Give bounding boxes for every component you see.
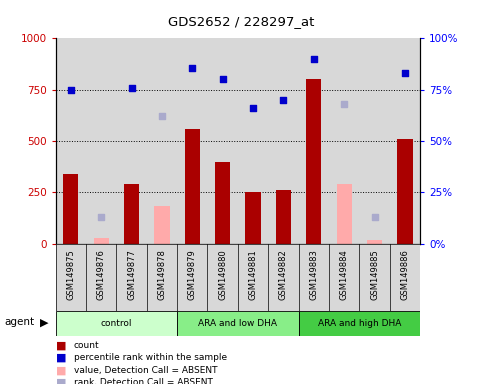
Point [128,84,135,91]
Bar [86,38,116,244]
Point [249,105,257,111]
Text: GSM149881: GSM149881 [249,249,257,300]
Point [401,70,409,76]
Bar [329,38,359,244]
Bar [56,38,86,244]
Point [158,113,166,119]
Bar [298,311,420,336]
Bar [276,190,291,244]
Text: count: count [74,341,99,350]
Text: GSM149876: GSM149876 [97,249,106,300]
Bar [398,139,412,244]
Bar [177,311,298,336]
Bar [208,38,238,244]
Point [67,87,74,93]
Bar [306,79,322,244]
Text: ■: ■ [56,365,66,375]
Text: ■: ■ [56,377,66,384]
Bar [390,38,420,244]
Bar [268,38,298,244]
Bar [245,192,261,244]
Bar [124,184,139,244]
Bar [116,38,147,244]
Text: ARA and high DHA: ARA and high DHA [318,319,401,328]
Text: ■: ■ [56,341,66,351]
Text: GSM149877: GSM149877 [127,249,136,300]
Text: GSM149886: GSM149886 [400,249,410,300]
Bar [94,238,109,244]
Bar [154,206,170,244]
Text: GSM149880: GSM149880 [218,249,227,300]
Point [310,56,318,62]
Text: ■: ■ [56,353,66,363]
Point [219,76,227,83]
Bar [185,129,200,244]
Bar [177,38,208,244]
Bar [298,38,329,244]
Text: rank, Detection Call = ABSENT: rank, Detection Call = ABSENT [74,378,213,384]
Bar [147,38,177,244]
Text: GSM149884: GSM149884 [340,249,349,300]
Text: control: control [100,319,132,328]
Text: GSM149875: GSM149875 [66,249,75,300]
Bar [337,184,352,244]
Text: ARA and low DHA: ARA and low DHA [199,319,277,328]
Text: GSM149883: GSM149883 [309,249,318,300]
Text: value, Detection Call = ABSENT: value, Detection Call = ABSENT [74,366,217,375]
Bar [238,38,268,244]
Bar [56,311,177,336]
Text: GSM149879: GSM149879 [188,249,197,300]
Point [97,214,105,220]
Point [280,97,287,103]
Text: GDS2652 / 228297_at: GDS2652 / 228297_at [168,15,315,28]
Text: GSM149885: GSM149885 [370,249,379,300]
Point [371,214,379,220]
Bar [63,174,78,244]
Point [188,65,196,71]
Bar [215,162,230,244]
Text: percentile rank within the sample: percentile rank within the sample [74,353,227,362]
Text: GSM149882: GSM149882 [279,249,288,300]
Bar [367,240,382,244]
Bar [359,38,390,244]
Point [341,101,348,107]
Text: GSM149878: GSM149878 [157,249,167,300]
Text: agent: agent [5,316,35,327]
Text: ▶: ▶ [40,317,48,328]
